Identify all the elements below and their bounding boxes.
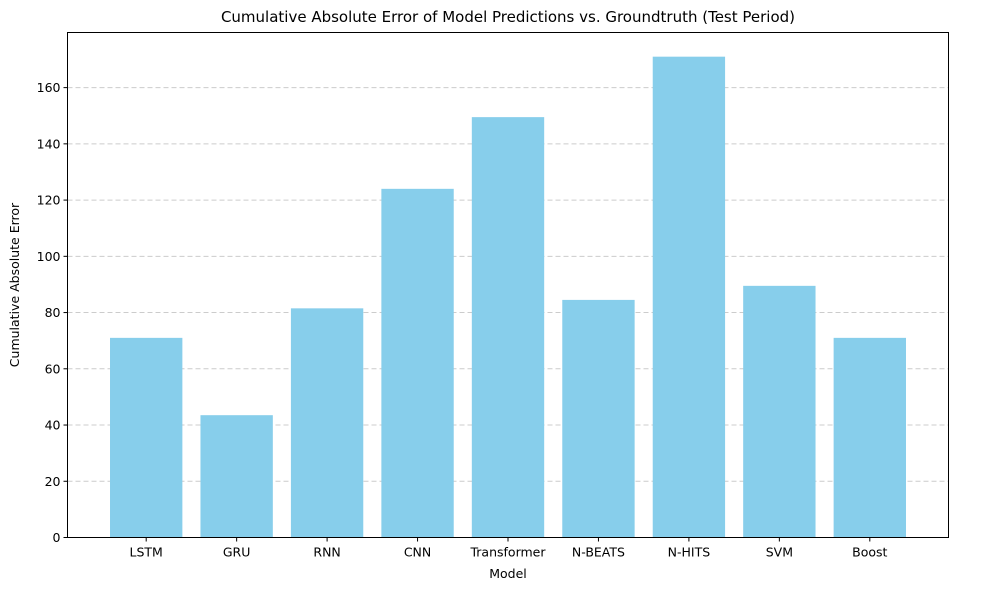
x-tick-label: GRU xyxy=(223,545,251,560)
y-tick-label: 120 xyxy=(37,193,61,208)
x-axis-label: Model xyxy=(489,566,527,581)
x-tick-label: N-BEATS xyxy=(572,545,625,560)
bar-layer xyxy=(110,56,906,538)
x-tick-label: Transformer xyxy=(469,545,546,560)
y-tick-label: 60 xyxy=(45,361,61,376)
bar-lstm xyxy=(110,337,183,538)
x-tick-label: RNN xyxy=(313,545,340,560)
x-tick-label: N-HITS xyxy=(668,545,711,560)
bar-boost xyxy=(833,337,906,538)
y-tick-label: 80 xyxy=(45,305,61,320)
x-axis: LSTM GRU RNN CNN Transformer N-BEATS N-HITS SVM… xyxy=(130,537,888,560)
bar-rnn xyxy=(290,308,364,538)
x-tick-label: SVM xyxy=(766,545,793,560)
bar-transformer xyxy=(471,117,545,538)
y-tick-label: 140 xyxy=(37,136,61,151)
y-tick-label: 160 xyxy=(37,80,61,95)
y-tick-label: 100 xyxy=(37,249,61,264)
x-tick-label: Boost xyxy=(852,545,887,560)
x-tick-label: CNN xyxy=(404,545,431,560)
bar-cnn xyxy=(381,188,454,538)
bar-n-beats xyxy=(562,299,635,538)
chart-title: Cumulative Absolute Error of Model Predi… xyxy=(221,8,795,26)
y-tick-label: 20 xyxy=(45,474,61,489)
x-tick-label: LSTM xyxy=(130,545,163,560)
y-axis-label: Cumulative Absolute Error xyxy=(7,202,22,367)
y-axis: 0 20 40 60 80 100 120 140 160 xyxy=(37,80,68,545)
y-tick-label: 40 xyxy=(45,418,61,433)
bar-n-hits xyxy=(652,56,726,538)
bar-gru xyxy=(200,415,273,538)
y-tick-label: 0 xyxy=(53,530,61,545)
bar-svm xyxy=(743,285,816,538)
